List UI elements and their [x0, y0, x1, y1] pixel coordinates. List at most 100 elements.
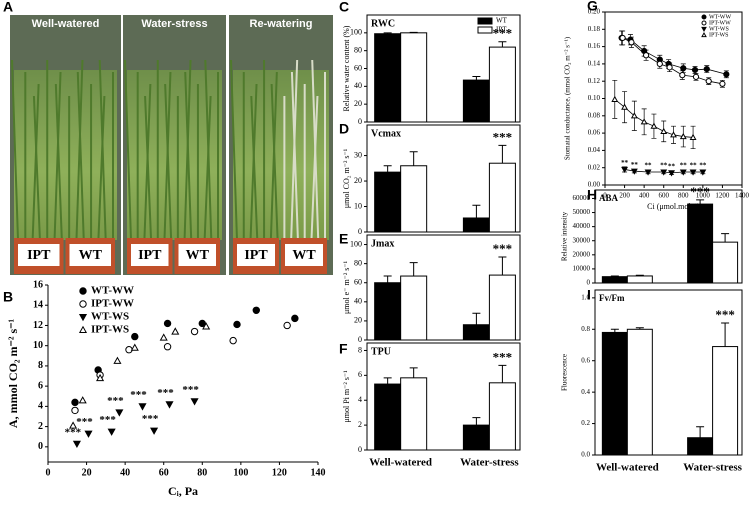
leaf [230, 59, 238, 241]
legend-marker [78, 313, 88, 322]
panel-title: RWC [371, 18, 395, 29]
y-tick-label: 0 [358, 117, 362, 126]
panel-label: A [3, 0, 13, 15]
point [680, 65, 687, 72]
y-tick-label: 8 [38, 360, 43, 371]
bar [374, 282, 402, 341]
y-tick-label: 6 [38, 380, 43, 391]
x-axis-label: Ci (μmol.mol⁻¹) [647, 202, 700, 211]
leaf [310, 95, 319, 241]
error-bar [472, 312, 481, 325]
significance-label: *** [715, 307, 735, 322]
bar [687, 437, 714, 456]
y-tick-label: 4 [38, 401, 43, 412]
leaf [31, 83, 40, 241]
legend-label: WT-WW [709, 14, 731, 20]
panel-label: F [339, 341, 348, 357]
legend-marker [701, 20, 707, 26]
y-tick-label: 0.00 [588, 181, 601, 189]
point [666, 64, 673, 71]
point [283, 321, 291, 330]
error-bar [498, 41, 507, 48]
point [679, 169, 687, 176]
panel-label: H [587, 187, 597, 203]
point [138, 403, 147, 411]
point [96, 373, 105, 382]
significance-label: *** [690, 184, 710, 199]
legend-label: IPT-WS [91, 324, 129, 336]
pot-tag [18, 244, 60, 266]
bar [462, 324, 490, 341]
plot-frame [594, 189, 743, 284]
photo-column-label: Water-stress [141, 18, 207, 30]
y-tick-label: 10000 [573, 265, 591, 273]
x-axis-label: Cᵢ, Pa [168, 484, 198, 498]
y-tick-label: 0 [358, 227, 362, 236]
point [69, 421, 78, 429]
point [190, 398, 199, 406]
y-axis-label: Fluorescence [561, 354, 569, 391]
error-bar [383, 275, 392, 283]
significance-label: ** [660, 162, 668, 170]
legend-swatch [477, 17, 493, 25]
y-tick-label: 0 [587, 279, 591, 287]
legend-label: WT-WS [709, 26, 729, 32]
significance-label: ** [645, 162, 653, 170]
panel-title: TPU [371, 346, 391, 357]
point [130, 343, 139, 351]
error-bar [409, 367, 418, 378]
x-tick-label: Water-stress [460, 457, 519, 469]
x-tick-label: 120 [272, 467, 287, 478]
y-tick-label: 4 [358, 395, 362, 404]
bar [374, 383, 402, 451]
legend-marker [701, 26, 707, 33]
bar [400, 165, 428, 233]
legend-marker [78, 325, 88, 334]
bar [626, 275, 653, 284]
bar [374, 33, 402, 123]
point [113, 356, 122, 364]
y-tick-label: 20000 [573, 250, 591, 258]
plot-frame [366, 124, 521, 233]
bar [488, 382, 516, 451]
legend-label: IPT-WS [709, 32, 728, 38]
leaf [76, 71, 85, 241]
panel-title: Vcmax [371, 128, 401, 139]
bar [374, 171, 402, 233]
point [660, 169, 668, 176]
error-bar [721, 322, 730, 347]
y-tick-label: 0.06 [588, 129, 601, 137]
bar [400, 32, 428, 123]
pot-tag [178, 244, 216, 266]
x-tick-label: 400 [639, 192, 650, 200]
leaf [204, 59, 213, 241]
bar [601, 331, 628, 456]
y-tick-label: 0.0 [581, 451, 590, 459]
y-tick-label: 20 [354, 99, 362, 108]
panel-title: Jmax [371, 238, 394, 249]
x-tick-label: 100 [233, 467, 248, 478]
point [719, 80, 726, 87]
significance-label: *** [65, 426, 82, 438]
bar [687, 203, 714, 284]
leaf [203, 95, 212, 241]
bar [488, 46, 516, 123]
y-tick-label: 50000 [573, 208, 591, 216]
y-tick-label: 80 [354, 45, 362, 54]
error-bar [610, 275, 619, 277]
point [165, 401, 174, 409]
x-tick-label: 800 [678, 192, 689, 200]
point [699, 169, 707, 176]
point [163, 319, 172, 328]
error-bar [472, 204, 481, 218]
point [621, 103, 629, 110]
y-axis-label: μmol Pi m⁻² s⁻¹ [342, 370, 351, 423]
pot-label: IPT [244, 248, 268, 263]
y-tick-label: 60000 [573, 194, 591, 202]
error-bar [472, 76, 481, 81]
point [689, 133, 697, 141]
y-axis-label: A, mmol CO₂ m⁻² s⁻¹ [6, 319, 20, 429]
point [84, 430, 93, 438]
y-tick-label: 0.2 [581, 419, 590, 427]
